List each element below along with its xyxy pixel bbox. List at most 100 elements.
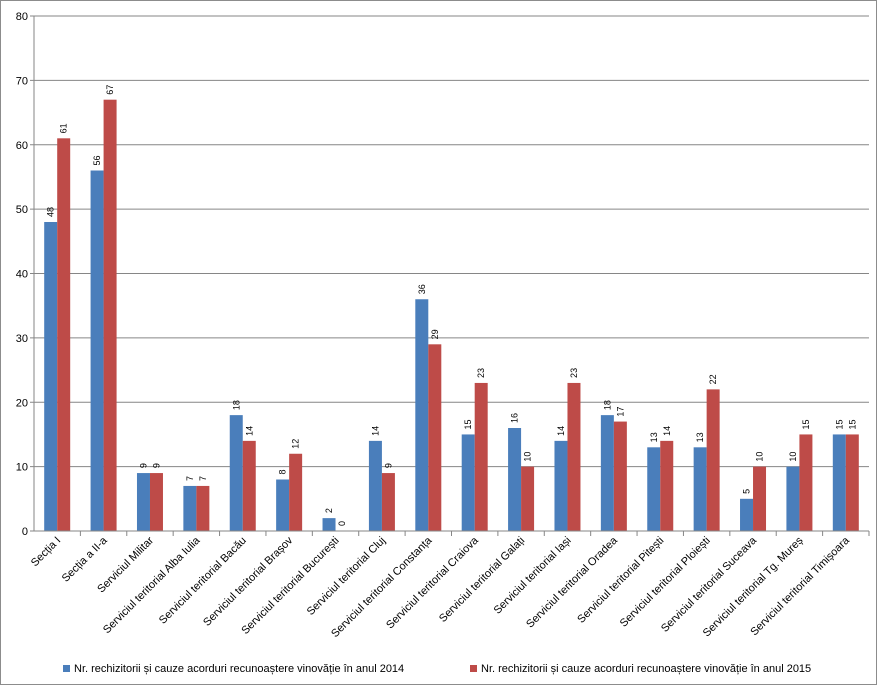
legend-swatch-2014: [63, 665, 70, 672]
bar-2015: [799, 434, 813, 531]
bar-2015: [289, 453, 303, 531]
category-label: Secția I: [29, 535, 63, 569]
data-label: 48: [46, 207, 56, 217]
data-label: 14: [662, 426, 672, 436]
data-label: 23: [476, 368, 486, 378]
data-label: 15: [463, 419, 473, 429]
data-label: 15: [847, 419, 857, 429]
bar-2014: [740, 498, 754, 531]
data-label: 5: [742, 489, 752, 494]
bar-2014: [832, 434, 846, 531]
bar-2014: [508, 428, 522, 531]
data-label: 7: [198, 476, 208, 481]
bar-2015: [845, 434, 859, 531]
y-tick-label: 50: [16, 204, 28, 216]
category-label: Secția a II-a: [60, 534, 111, 585]
bar-2015: [613, 421, 627, 531]
legend-label-2014: Nr. rechizitorii și cauze acorduri recun…: [74, 663, 404, 675]
data-label: 2: [324, 508, 334, 513]
bar-2015: [103, 99, 117, 531]
category-label: Serviciul teritorial Brașov: [201, 534, 295, 628]
data-label: 8: [278, 469, 288, 474]
data-label: 23: [569, 368, 579, 378]
data-label: 10: [755, 452, 765, 462]
data-label: 13: [695, 432, 705, 442]
data-label: 29: [430, 329, 440, 339]
gridlines: [34, 15, 869, 468]
bar-2014: [368, 440, 382, 531]
data-label: 18: [231, 400, 241, 410]
category-label: Serviciul teritorial Iași: [492, 535, 574, 617]
category-label: Serviciul teritorial Ploiești: [618, 535, 713, 630]
bar-2014: [276, 479, 290, 531]
bar-2014: [554, 440, 568, 531]
bar-2014: [136, 473, 150, 531]
category-label: Serviciul teritorial București: [239, 535, 341, 637]
legend: Nr. rechizitorii și cauze acorduri recun…: [63, 663, 811, 675]
category-label: Serviciul teritorial Pitești: [575, 535, 666, 626]
y-tick-label: 70: [16, 75, 28, 87]
data-label: 61: [59, 123, 69, 133]
category-label: Serviciul teritorial Alba Iulia: [101, 534, 203, 636]
bar-2015: [149, 473, 163, 531]
data-label: 14: [556, 426, 566, 436]
data-label: 7: [185, 476, 195, 481]
data-label: 14: [244, 426, 254, 436]
data-label: 67: [105, 85, 115, 95]
bar-2014: [461, 434, 475, 531]
bar-2015: [474, 382, 488, 531]
data-label: 18: [602, 400, 612, 410]
bar-2014: [44, 222, 58, 531]
bar-2015: [521, 466, 535, 531]
bar-2015: [567, 382, 581, 531]
bar-2014: [183, 485, 197, 531]
data-label: 0: [337, 521, 347, 526]
legend-swatch-2015: [470, 665, 477, 672]
y-tick-label: 20: [16, 397, 28, 409]
bar-2015: [428, 344, 442, 531]
data-label: 56: [92, 155, 102, 165]
bar-2015: [660, 440, 674, 531]
category-label: Serviciul teritorial Craiova: [384, 534, 481, 631]
y-tick-label: 0: [22, 526, 28, 538]
bar-2014: [415, 299, 429, 531]
bar-2014: [786, 466, 800, 531]
y-tick-label: 10: [16, 462, 28, 474]
bars: [44, 99, 859, 531]
data-label: 15: [834, 419, 844, 429]
bar-2014: [600, 415, 614, 531]
bar-2014: [322, 518, 336, 531]
y-tick-label: 30: [16, 333, 28, 345]
y-tick-label: 40: [16, 269, 28, 281]
data-label: 10: [788, 452, 798, 462]
category-label: Serviciul teritorial Oradea: [524, 534, 620, 630]
bar-2014: [647, 447, 661, 531]
data-label: 16: [510, 413, 520, 423]
category-label: Serviciul teritorial Galați: [437, 535, 527, 625]
y-axis: 0 10 20 30 40 50 60 70 80: [16, 11, 35, 538]
bar-2015: [196, 485, 210, 531]
bar-2015: [753, 466, 767, 531]
category-label: Serviciul teritorial Timișoara: [748, 534, 852, 638]
data-label: 14: [370, 426, 380, 436]
data-label: 12: [291, 439, 301, 449]
data-label: 22: [708, 374, 718, 384]
category-label: Serviciul teritorial Cluj: [305, 535, 388, 618]
data-label: 36: [417, 284, 427, 294]
data-label: 15: [801, 419, 811, 429]
bar-2015: [706, 389, 720, 531]
category-label: Serviciul teritorial Suceava: [659, 534, 760, 635]
data-label: 10: [523, 452, 533, 462]
data-label: 9: [138, 463, 148, 468]
category-label: Serviciul teritorial Bacău: [157, 535, 249, 627]
bar-2015: [381, 473, 395, 531]
bar-2014: [693, 447, 707, 531]
bar-2014: [90, 170, 104, 531]
legend-label-2015: Nr. rechizitorii și cauze acorduri recun…: [481, 663, 811, 675]
data-label: 9: [151, 463, 161, 468]
data-label: 9: [383, 463, 393, 468]
